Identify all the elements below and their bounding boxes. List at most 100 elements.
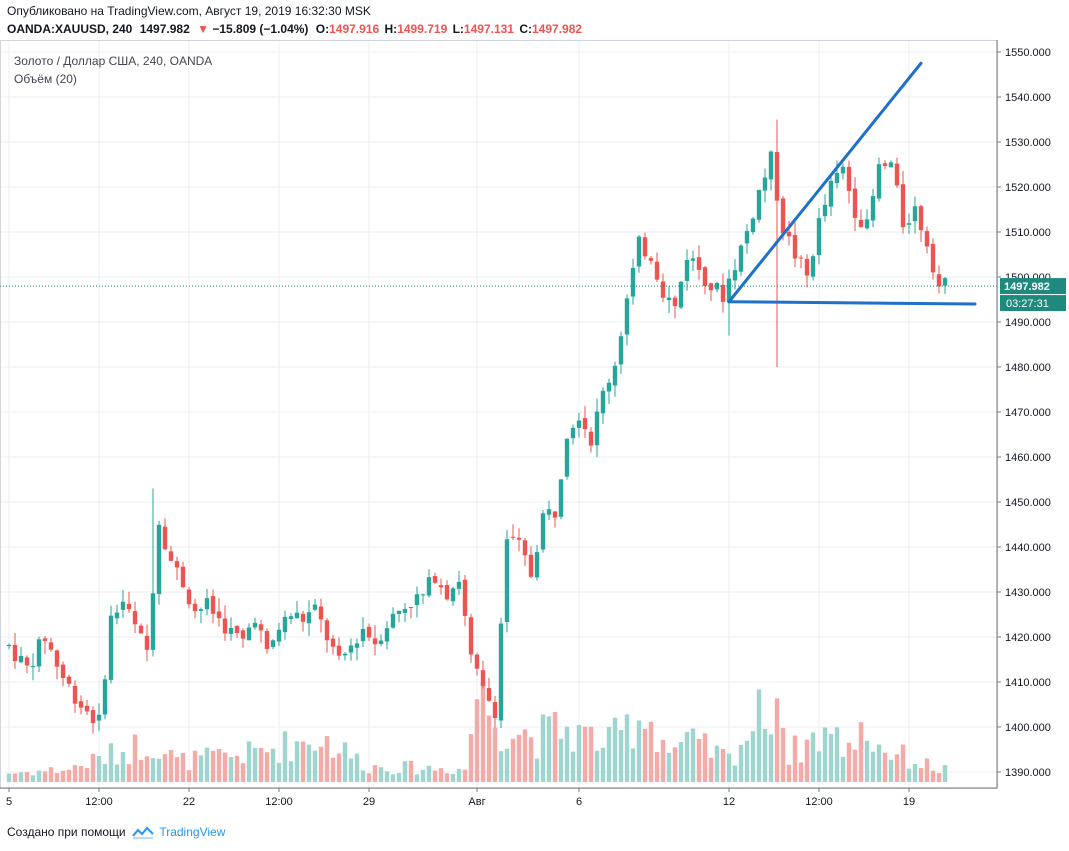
- candle-body: [660, 281, 666, 298]
- volume-bar: [786, 764, 792, 782]
- volume-bar: [846, 742, 852, 782]
- volume-bar: [372, 765, 378, 782]
- symbol-ohlc-line: OANDA:XAUUSD, 240 1497.982 ▼ −15.809 (−1…: [7, 22, 582, 36]
- volume-bar: [342, 742, 348, 782]
- tradingview-brand[interactable]: TradingView: [159, 825, 226, 839]
- volume-bar: [456, 768, 462, 782]
- open-label: O:: [315, 22, 330, 36]
- volume-bar: [510, 738, 516, 782]
- candle-body: [546, 509, 552, 515]
- volume-bar: [126, 764, 132, 782]
- candle-body: [204, 598, 210, 610]
- candle-body: [228, 627, 234, 634]
- volume-bar: [870, 751, 876, 782]
- volume-bar: [654, 751, 660, 782]
- volume-bar: [678, 742, 684, 782]
- candle-body: [750, 218, 756, 233]
- candle-body: [18, 655, 24, 663]
- candle-body: [282, 616, 288, 633]
- candle-body: [312, 604, 318, 610]
- candle-body: [234, 625, 240, 634]
- volume-bar: [684, 731, 690, 782]
- volume-bar: [534, 758, 540, 782]
- candle-body: [444, 584, 450, 600]
- volume-bar: [96, 756, 102, 782]
- volume-bar: [720, 748, 726, 782]
- candle-body: [222, 618, 228, 634]
- price-tick-label: 1460.000: [1005, 452, 1051, 464]
- volume-bar: [708, 757, 714, 782]
- candle-body: [690, 258, 696, 261]
- volume-bar: [702, 733, 708, 782]
- volume-bar: [108, 743, 114, 782]
- chart-frame[interactable]: 1550.000 1540.000 1530.000 1520.000 1510.000…: [0, 40, 1069, 815]
- current-price-badge: [1000, 278, 1066, 295]
- candle-body: [324, 620, 330, 641]
- candle-body: [924, 231, 930, 247]
- volume-bar: [930, 770, 936, 782]
- candle-body: [720, 284, 726, 302]
- volume-bar: [264, 752, 270, 782]
- candle-body: [822, 204, 828, 217]
- volume-bar: [240, 763, 246, 782]
- time-tick-label: 6: [576, 796, 582, 808]
- volume-bar: [816, 751, 822, 782]
- volume-bar: [276, 762, 282, 782]
- volume-bars: [6, 682, 948, 782]
- axes: 1550.000 1540.000 1530.000 1520.000 1510.000…: [0, 40, 1066, 808]
- symbol: OANDA:XAUUSD, 240: [7, 22, 133, 36]
- candle-body: [798, 257, 804, 259]
- volume-bar: [798, 762, 804, 782]
- time-tick-label: 12:00: [85, 796, 113, 808]
- volume-bar: [60, 770, 66, 782]
- volume-bar: [582, 726, 588, 782]
- volume-bar: [576, 724, 582, 782]
- candle-body: [738, 245, 744, 272]
- volume-bar: [690, 728, 696, 782]
- candle-body: [768, 151, 774, 180]
- price-chart[interactable]: 1550.000 1540.000 1530.000 1520.000 1510.000…: [0, 40, 1069, 815]
- volume-legend[interactable]: Объём (20): [14, 72, 77, 86]
- series-legend[interactable]: Золото / Доллар США, 240, OANDA: [14, 54, 213, 68]
- candle-body: [72, 685, 78, 704]
- candle-body: [582, 418, 588, 430]
- candle-body: [246, 627, 252, 641]
- candle-body: [834, 172, 840, 184]
- volume-bar: [306, 744, 312, 782]
- volume-bar: [354, 753, 360, 782]
- price-tick-label: 1470.000: [1005, 407, 1051, 419]
- volume-bar: [150, 758, 156, 782]
- volume-bar: [426, 765, 432, 782]
- candle-body: [600, 390, 606, 414]
- volume-bar: [738, 744, 744, 782]
- candle-body: [264, 630, 270, 650]
- candle-body: [474, 654, 480, 669]
- volume-bar: [120, 751, 126, 782]
- candle-body: [732, 270, 738, 281]
- candle-body: [258, 624, 264, 631]
- volume-bar: [132, 734, 138, 782]
- volume-bar: [804, 739, 810, 782]
- candle-body: [456, 581, 462, 589]
- price-tick-label: 1410.000: [1005, 677, 1051, 689]
- volume-bar: [630, 748, 636, 782]
- volume-bar: [66, 769, 72, 782]
- volume-bar: [234, 755, 240, 782]
- candle-body: [60, 664, 66, 679]
- volume-bar: [330, 757, 336, 782]
- candle-body: [492, 702, 498, 718]
- volume-bar: [420, 769, 426, 782]
- candle-body: [606, 382, 612, 392]
- candle-body: [432, 576, 438, 583]
- volume-bar: [480, 682, 486, 782]
- candle-body: [936, 274, 942, 287]
- candle-body: [48, 642, 54, 650]
- candle-body: [24, 657, 30, 666]
- volume-bar: [492, 727, 498, 782]
- volume-bar: [504, 748, 510, 782]
- volume-bar: [810, 732, 816, 782]
- candle-body: [114, 612, 120, 619]
- volume-bar: [840, 756, 846, 782]
- volume-bar: [858, 722, 864, 782]
- candle-body: [930, 243, 936, 273]
